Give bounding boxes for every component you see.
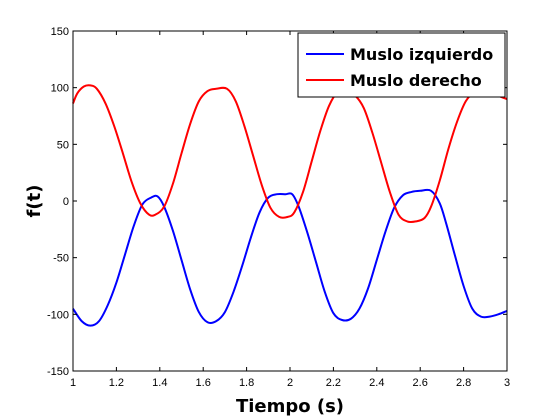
y-tick-label: 100	[51, 83, 69, 95]
y-tick-label: -100	[47, 309, 69, 321]
y-tick-label: 50	[57, 139, 69, 151]
y-axis-title: f(t)	[24, 185, 45, 218]
legend-label-2: Muslo derecho	[350, 71, 482, 90]
tick-layer: 1 1.2 1.4 1.6 1.8 2 2.2 2.4 2.6 2.8 3 -150 -100 -50 0 5…	[47, 26, 510, 389]
y-tick-label: 0	[63, 196, 69, 208]
x-tick-label: 2.4	[369, 377, 384, 389]
series-layer	[72, 84, 508, 327]
x-tick-label: 1.4	[152, 377, 167, 389]
x-tick-label: 1.2	[109, 377, 124, 389]
x-tick-label: 1	[70, 377, 76, 389]
x-tick-label: 1.6	[196, 377, 211, 389]
x-tick-label: 2.2	[326, 377, 341, 389]
legend-label-1: Muslo izquierdo	[350, 45, 493, 64]
y-tick-label: -150	[47, 366, 69, 378]
legend-box	[297, 32, 506, 98]
x-tick-label: 2.8	[456, 377, 471, 389]
y-tick-label: -50	[53, 253, 69, 265]
x-axis-title: Tiempo (s)	[236, 396, 344, 417]
x-tick-label: 1.8	[239, 377, 254, 389]
x-tick-label: 2	[287, 377, 293, 389]
x-tick-label: 3	[504, 377, 510, 389]
x-tick-label: 2.6	[413, 377, 428, 389]
y-tick-label: 150	[51, 26, 69, 38]
legend: Muslo izquierdo Muslo derecho	[297, 32, 506, 98]
series-line-2	[72, 84, 508, 224]
